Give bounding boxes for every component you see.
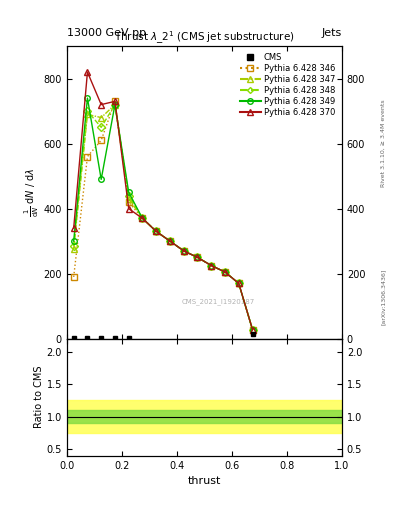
- Pythia 6.428 370: [237, 280, 241, 286]
- Line: Pythia 6.428 347: Pythia 6.428 347: [71, 102, 255, 332]
- Pythia 6.428 347: [113, 101, 118, 108]
- Pythia 6.428 348: [195, 254, 200, 261]
- Pythia 6.428 349: [237, 280, 241, 286]
- Pythia 6.428 348: [127, 193, 131, 199]
- Pythia 6.428 347: [85, 111, 90, 117]
- Pythia 6.428 349: [195, 254, 200, 261]
- Pythia 6.428 346: [237, 280, 241, 286]
- Pythia 6.428 349: [154, 228, 159, 234]
- Pythia 6.428 347: [127, 196, 131, 202]
- Pythia 6.428 349: [168, 238, 173, 244]
- Pythia 6.428 347: [209, 263, 214, 269]
- Pythia 6.428 348: [85, 108, 90, 114]
- Legend: CMS, Pythia 6.428 346, Pythia 6.428 347, Pythia 6.428 348, Pythia 6.428 349, Pyt: CMS, Pythia 6.428 346, Pythia 6.428 347,…: [237, 50, 338, 120]
- Pythia 6.428 347: [195, 254, 200, 261]
- Pythia 6.428 346: [168, 238, 173, 244]
- Line: Pythia 6.428 346: Pythia 6.428 346: [71, 99, 255, 332]
- Pythia 6.428 348: [182, 248, 186, 254]
- Pythia 6.428 346: [140, 216, 145, 222]
- Pythia 6.428 370: [113, 98, 118, 104]
- Pythia 6.428 349: [127, 189, 131, 196]
- Pythia 6.428 347: [222, 269, 227, 275]
- Pythia 6.428 347: [99, 115, 104, 121]
- Y-axis label: Ratio to CMS: Ratio to CMS: [34, 366, 44, 429]
- Text: 13000 GeV pp: 13000 GeV pp: [67, 28, 146, 38]
- Pythia 6.428 349: [99, 176, 104, 182]
- Pythia 6.428 346: [113, 98, 118, 104]
- Pythia 6.428 346: [154, 228, 159, 234]
- Pythia 6.428 348: [99, 124, 104, 131]
- Pythia 6.428 370: [209, 263, 214, 269]
- Pythia 6.428 349: [85, 95, 90, 101]
- Pythia 6.428 348: [72, 243, 76, 249]
- Pythia 6.428 346: [72, 274, 76, 280]
- Pythia 6.428 346: [182, 248, 186, 254]
- Pythia 6.428 346: [127, 199, 131, 205]
- Bar: [67, 410, 342, 423]
- Pythia 6.428 348: [113, 101, 118, 108]
- Pythia 6.428 347: [154, 228, 159, 234]
- Pythia 6.428 346: [195, 254, 200, 261]
- Pythia 6.428 370: [85, 69, 90, 75]
- Pythia 6.428 346: [85, 154, 90, 160]
- Pythia 6.428 370: [250, 327, 255, 333]
- Pythia 6.428 370: [99, 101, 104, 108]
- Pythia 6.428 347: [72, 246, 76, 252]
- Pythia 6.428 370: [195, 254, 200, 261]
- Pythia 6.428 370: [154, 228, 159, 234]
- Pythia 6.428 348: [237, 280, 241, 286]
- Pythia 6.428 348: [209, 263, 214, 269]
- Pythia 6.428 349: [182, 248, 186, 254]
- Pythia 6.428 370: [168, 238, 173, 244]
- Pythia 6.428 346: [209, 263, 214, 269]
- Bar: [67, 400, 342, 433]
- Pythia 6.428 370: [140, 216, 145, 222]
- Pythia 6.428 348: [222, 269, 227, 275]
- Pythia 6.428 370: [182, 248, 186, 254]
- Line: Pythia 6.428 370: Pythia 6.428 370: [71, 69, 255, 332]
- Pythia 6.428 370: [72, 225, 76, 231]
- Line: Pythia 6.428 348: Pythia 6.428 348: [71, 102, 255, 332]
- Pythia 6.428 348: [140, 216, 145, 222]
- Text: CMS_2021_I1920187: CMS_2021_I1920187: [182, 298, 255, 305]
- Pythia 6.428 348: [168, 238, 173, 244]
- X-axis label: thrust: thrust: [188, 476, 221, 486]
- Pythia 6.428 347: [237, 280, 241, 286]
- Pythia 6.428 348: [250, 327, 255, 333]
- Text: [arXiv:1306.3436]: [arXiv:1306.3436]: [381, 269, 386, 325]
- Pythia 6.428 346: [250, 327, 255, 333]
- Pythia 6.428 349: [72, 238, 76, 244]
- Pythia 6.428 346: [99, 137, 104, 143]
- Pythia 6.428 349: [250, 327, 255, 333]
- Pythia 6.428 347: [250, 327, 255, 333]
- Pythia 6.428 370: [222, 269, 227, 275]
- Pythia 6.428 370: [127, 205, 131, 211]
- Pythia 6.428 346: [222, 269, 227, 275]
- Text: Jets: Jets: [321, 28, 342, 38]
- Y-axis label: $\frac{1}{\mathrm{d}N}$ $\mathrm{d}N$ / $\mathrm{d}\lambda$: $\frac{1}{\mathrm{d}N}$ $\mathrm{d}N$ / …: [22, 167, 40, 217]
- Text: Rivet 3.1.10, ≥ 3.4M events: Rivet 3.1.10, ≥ 3.4M events: [381, 99, 386, 187]
- Pythia 6.428 347: [168, 238, 173, 244]
- Pythia 6.428 348: [154, 228, 159, 234]
- Pythia 6.428 349: [222, 269, 227, 275]
- Pythia 6.428 349: [140, 216, 145, 222]
- Pythia 6.428 349: [113, 101, 118, 108]
- Title: Thrust $\lambda\_2^1$ (CMS jet substructure): Thrust $\lambda\_2^1$ (CMS jet substruct…: [114, 30, 295, 46]
- Line: Pythia 6.428 349: Pythia 6.428 349: [71, 95, 255, 332]
- Pythia 6.428 347: [182, 248, 186, 254]
- Pythia 6.428 347: [140, 216, 145, 222]
- Pythia 6.428 349: [209, 263, 214, 269]
